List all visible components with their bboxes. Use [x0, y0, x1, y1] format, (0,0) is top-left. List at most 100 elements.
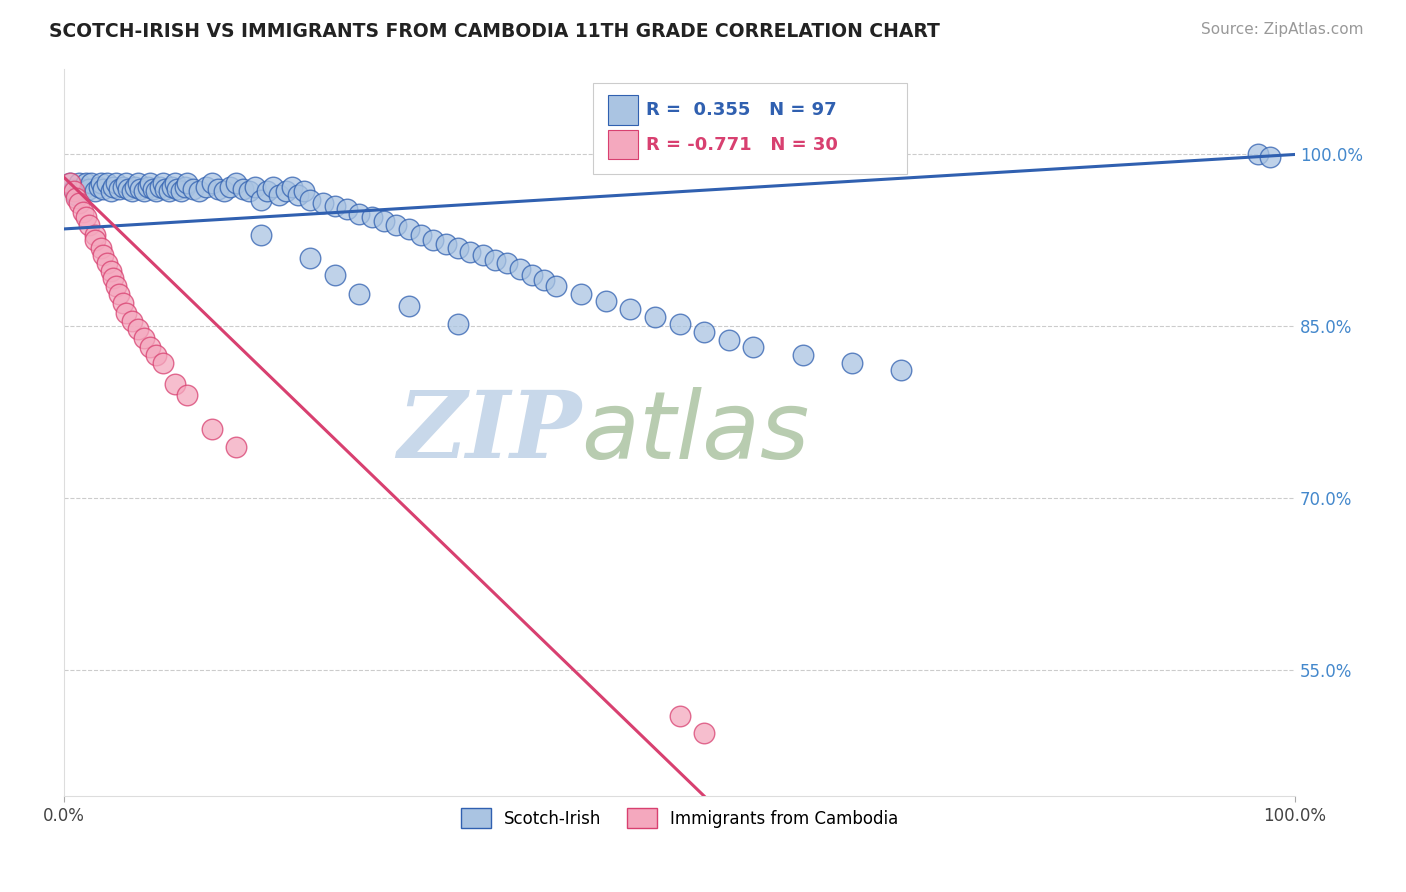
Point — [67, 176, 90, 190]
Point — [129, 182, 152, 196]
Point — [90, 241, 112, 255]
Point — [841, 356, 863, 370]
Point — [90, 176, 112, 190]
Point — [100, 184, 122, 198]
Point — [458, 244, 481, 259]
Point — [104, 279, 127, 293]
Point — [63, 182, 86, 196]
Point — [157, 184, 180, 198]
Point — [360, 211, 382, 225]
Point — [281, 179, 304, 194]
Point — [83, 227, 105, 242]
Point — [59, 176, 82, 190]
Point — [256, 184, 278, 198]
Point — [139, 340, 162, 354]
Point — [207, 182, 229, 196]
Point — [349, 207, 371, 221]
Point — [145, 184, 167, 198]
Point — [139, 176, 162, 190]
Point — [163, 376, 186, 391]
Point — [219, 179, 242, 194]
Point — [83, 184, 105, 198]
Point — [533, 273, 555, 287]
Point — [250, 227, 273, 242]
Point — [496, 256, 519, 270]
Point — [398, 299, 420, 313]
Point — [173, 179, 195, 194]
Point — [336, 202, 359, 217]
FancyBboxPatch shape — [593, 83, 907, 174]
Point — [269, 187, 291, 202]
Point — [127, 321, 149, 335]
Point — [238, 184, 260, 198]
Point — [176, 176, 198, 190]
Point — [75, 176, 97, 190]
Point — [225, 176, 247, 190]
Point — [1260, 150, 1282, 164]
Point — [201, 422, 224, 436]
Point — [124, 179, 146, 194]
Point — [299, 251, 322, 265]
Point — [644, 310, 666, 325]
Point — [385, 219, 408, 233]
Point — [114, 305, 136, 319]
Point — [243, 179, 266, 194]
Point — [398, 222, 420, 236]
Point — [152, 176, 174, 190]
Point — [323, 268, 346, 282]
Point — [80, 176, 103, 190]
Point — [742, 340, 765, 354]
Point — [212, 184, 235, 198]
Point — [83, 233, 105, 247]
Text: ZIP: ZIP — [396, 387, 581, 477]
Point — [1247, 147, 1270, 161]
Point — [108, 287, 131, 301]
Point — [792, 348, 814, 362]
Point — [132, 184, 155, 198]
Point — [619, 302, 641, 317]
Point — [422, 233, 444, 247]
Point — [890, 363, 912, 377]
Text: SCOTCH-IRISH VS IMMIGRANTS FROM CAMBODIA 11TH GRADE CORRELATION CHART: SCOTCH-IRISH VS IMMIGRANTS FROM CAMBODIA… — [49, 22, 941, 41]
Point — [145, 348, 167, 362]
Text: R =  0.355   N = 97: R = 0.355 N = 97 — [647, 101, 837, 119]
Point — [181, 182, 204, 196]
Point — [262, 179, 284, 194]
Point — [373, 214, 395, 228]
Point — [93, 248, 115, 262]
Point — [166, 182, 188, 196]
Point — [132, 331, 155, 345]
FancyBboxPatch shape — [609, 130, 638, 160]
Point — [484, 252, 506, 267]
Point — [103, 179, 125, 194]
Point — [149, 179, 172, 194]
Point — [188, 184, 211, 198]
Point — [152, 356, 174, 370]
Point — [67, 195, 90, 210]
Point — [292, 184, 315, 198]
Point — [96, 176, 118, 190]
Point — [114, 176, 136, 190]
Point — [311, 195, 333, 210]
Point — [72, 204, 94, 219]
Point — [87, 179, 110, 194]
Point — [201, 176, 224, 190]
Point — [117, 182, 139, 196]
Point — [121, 184, 143, 198]
Point — [170, 184, 193, 198]
Point — [112, 179, 135, 194]
Point — [409, 227, 432, 242]
Point — [93, 182, 115, 196]
Text: Source: ZipAtlas.com: Source: ZipAtlas.com — [1201, 22, 1364, 37]
Point — [250, 194, 273, 208]
FancyBboxPatch shape — [609, 95, 638, 125]
Point — [153, 182, 176, 196]
Point — [121, 313, 143, 327]
Point — [447, 241, 470, 255]
Point — [77, 182, 100, 196]
Point — [104, 176, 127, 190]
Text: R = -0.771   N = 30: R = -0.771 N = 30 — [647, 136, 838, 154]
Point — [595, 294, 617, 309]
Point — [162, 179, 184, 194]
Point — [108, 182, 131, 196]
